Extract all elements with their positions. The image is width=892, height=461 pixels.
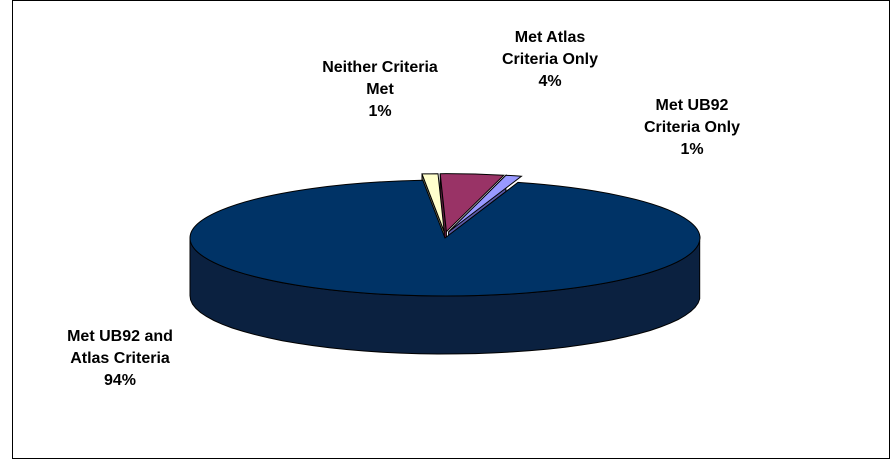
pie-slice-atlas-only [439,173,505,233]
slice-label-neither-line2: Met [366,81,394,98]
slice-percent-met-both: 94% [103,372,137,389]
slice-label-neither: Neither Criteria Met 1% [300,57,460,123]
slice-percent-neither: 1% [368,103,392,120]
pie-slice-neither [448,174,523,233]
slice-label-met-both-line1: Met UB92 and [67,328,173,345]
slice-label-ub92-only: Met UB92 Criteria Only 1% [612,95,772,161]
slice-percent-atlas-only: 4% [538,73,562,90]
pie-slice-ub92-only [421,173,445,232]
slice-percent-ub92-only: 1% [680,141,704,158]
slice-label-atlas-only: Met Atlas Criteria Only 4% [470,27,630,93]
slice-label-met-both: Met UB92 and Atlas Criteria 94% [40,326,200,392]
slice-label-ub92-only-line1: Met UB92 [655,97,729,114]
slice-label-ub92-only-line2: Criteria Only [643,119,741,136]
slice-label-neither-line1: Neither Criteria [322,59,438,76]
pie-slice-met-both [189,179,701,297]
slice-label-atlas-only-line2: Criteria Only [501,51,599,68]
slice-label-atlas-only-line1: Met Atlas [514,29,586,46]
slice-label-met-both-line2: Atlas Criteria [70,350,170,367]
